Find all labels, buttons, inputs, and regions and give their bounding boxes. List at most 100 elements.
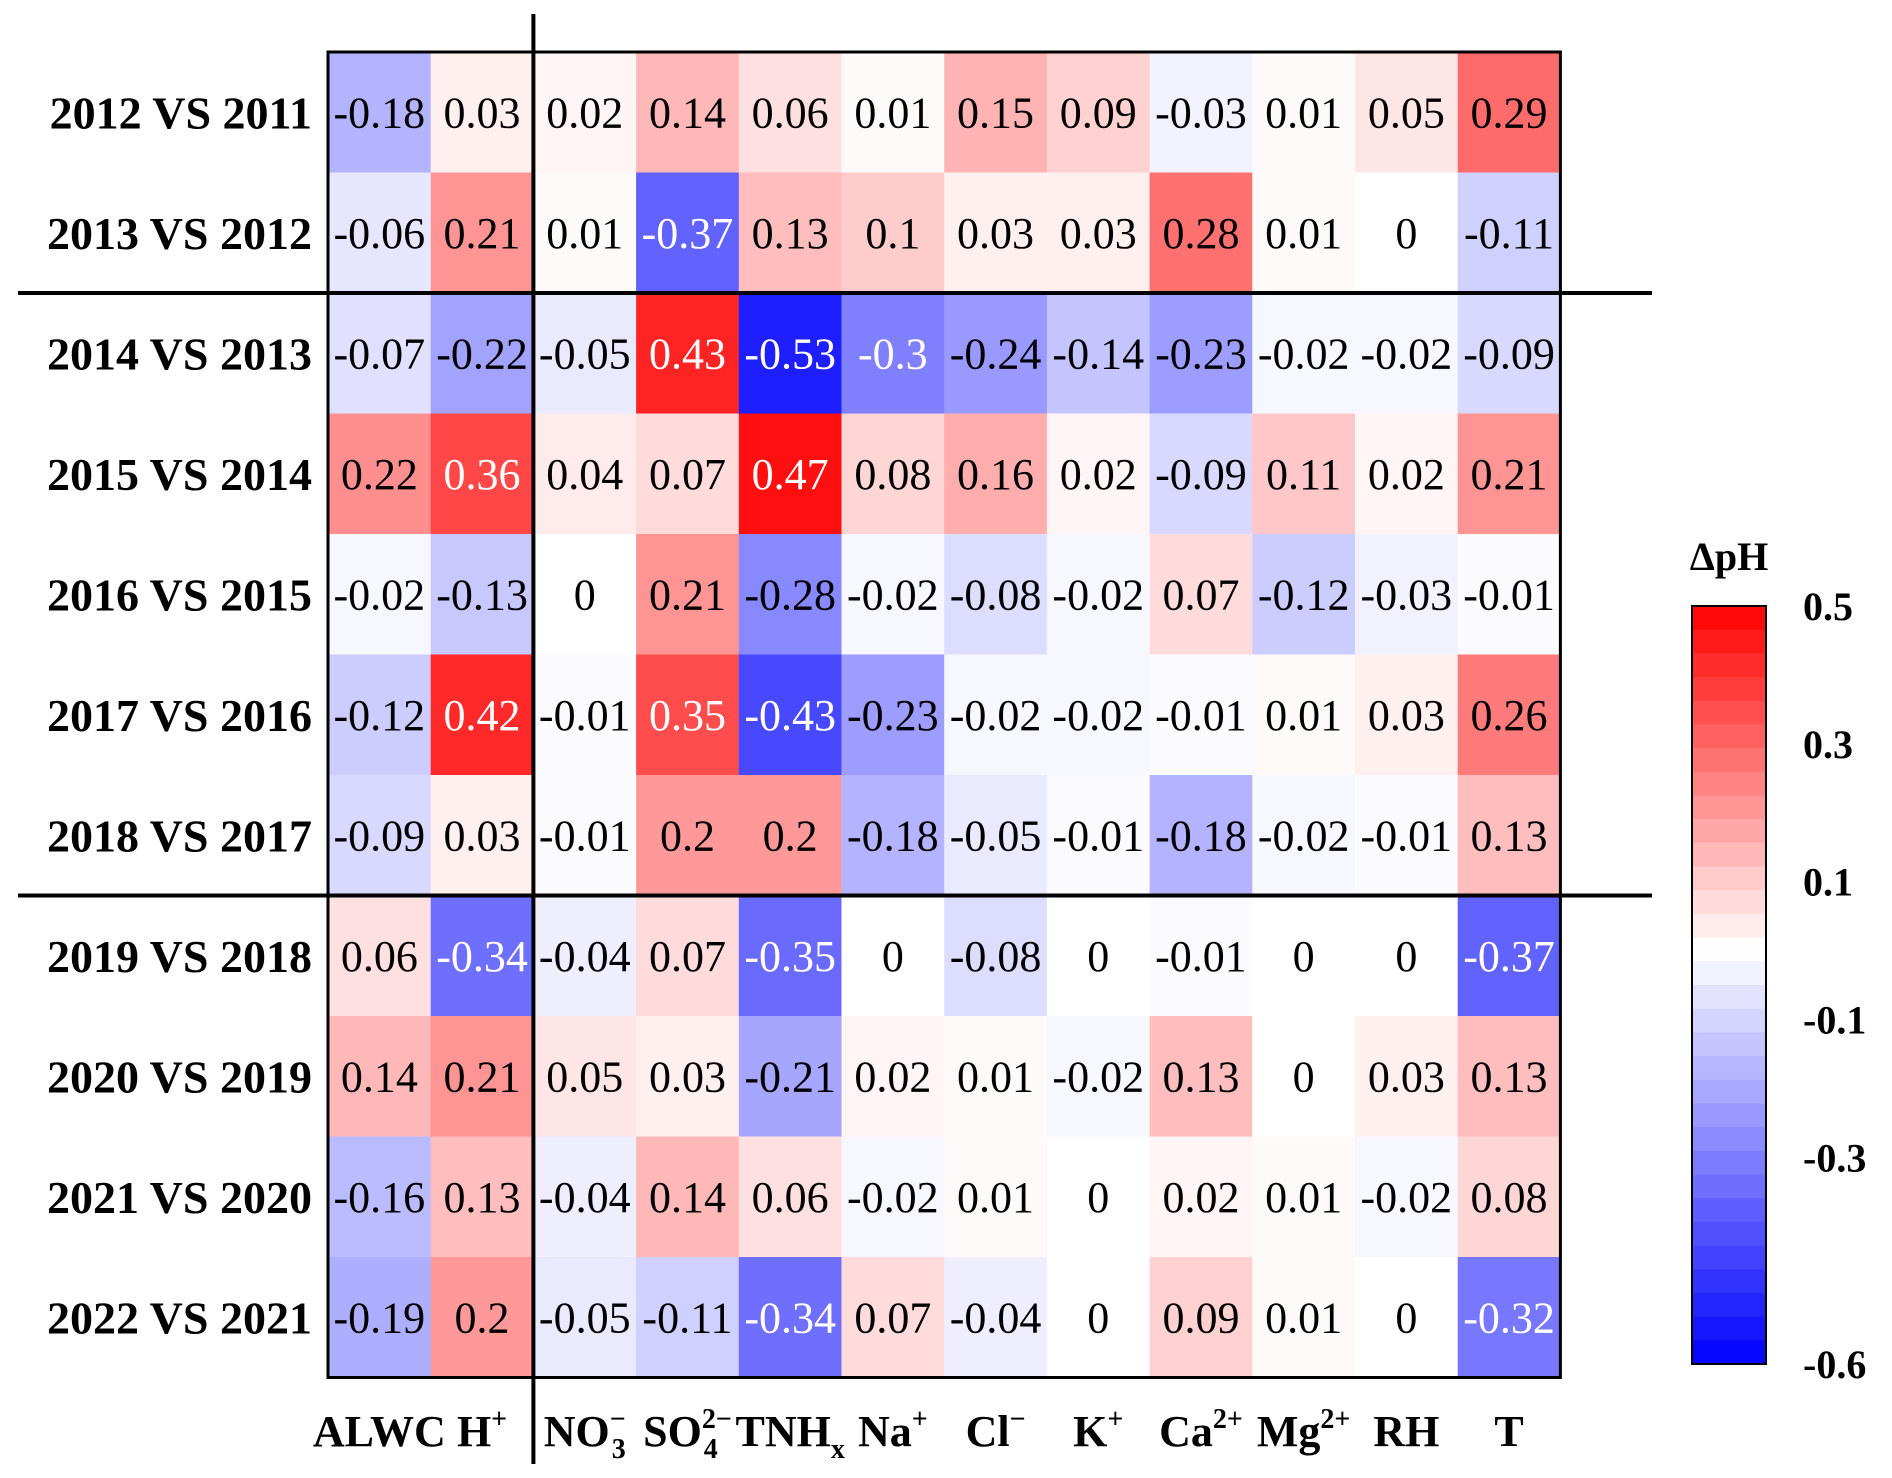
cell-value-label: 0.13 — [1162, 1052, 1239, 1101]
cell-value-label: -0.13 — [436, 570, 528, 619]
heatmap-cell — [738, 654, 843, 776]
cell-value-label: 0.06 — [341, 932, 418, 981]
cell-value-label: 0.04 — [546, 450, 623, 499]
cell-value-label: 0.21 — [649, 570, 726, 619]
heatmap-cell — [1457, 534, 1561, 656]
colorbar-step — [1692, 771, 1766, 797]
cell-value-label: 0.03 — [444, 811, 521, 860]
cell-value-label: -0.11 — [642, 1293, 732, 1342]
heatmap-cell — [1457, 1016, 1561, 1138]
cell-value-label: 0.08 — [854, 450, 931, 499]
cell-value-label: 0 — [1395, 209, 1417, 258]
heatmap-cell — [328, 1016, 432, 1138]
heatmap-cell — [841, 654, 945, 776]
heatmap-cell — [1457, 52, 1561, 174]
cell-value-label: 0.06 — [752, 1173, 829, 1222]
cell-value-label: -0.05 — [539, 329, 631, 378]
colorbar-step — [1692, 653, 1766, 678]
heatmap-cell — [1149, 413, 1253, 535]
colorbar-step — [1692, 1103, 1766, 1128]
heatmap-cell — [1252, 293, 1356, 415]
cell-value-label: -0.01 — [539, 811, 631, 860]
row-label: 2016 VS 2015 — [47, 569, 312, 620]
cell-value-label: 0 — [1293, 1052, 1315, 1101]
cell-value-label: -0.09 — [1155, 450, 1247, 499]
colorbar-tick-label: 0.3 — [1803, 722, 1853, 767]
heatmap-cell — [533, 1136, 637, 1258]
cell-value-label: 0.14 — [341, 1052, 418, 1101]
heatmap-cell — [636, 654, 740, 776]
cell-value-label: -0.21 — [744, 1052, 836, 1101]
cell-value-label: 0.47 — [752, 450, 829, 499]
cell-value-label: 0.03 — [1060, 209, 1137, 258]
heatmap-cell — [636, 52, 740, 174]
cell-value-label: 0.06 — [752, 88, 829, 137]
heatmap-cell — [533, 172, 637, 294]
heatmap-cell — [636, 895, 740, 1017]
heatmap-cell — [1149, 172, 1253, 294]
heatmap-cell — [1046, 293, 1151, 415]
column-label: Ca2+ — [1159, 1404, 1243, 1456]
cell-value-label: 0.22 — [341, 450, 418, 499]
colorbar-ticks: 0.5 0.3 0.1 -0.1 -0.3 -0.6 — [1803, 584, 1866, 1387]
heatmap-cell — [1355, 654, 1459, 776]
cell-value-label: -0.23 — [847, 691, 939, 740]
colorbar-step — [1692, 819, 1766, 844]
row-labels: 2012 VS 2011 2013 VS 2012 2014 VS 2013 2015… — [47, 87, 312, 1343]
cell-value-label: -0.01 — [1463, 570, 1555, 619]
heatmap-cell — [1149, 1136, 1253, 1258]
cell-value-label: -0.01 — [1361, 811, 1453, 860]
colorbar-step — [1692, 677, 1766, 702]
cell-value-label: 0.01 — [1265, 1293, 1342, 1342]
column-label: T — [1494, 1407, 1523, 1456]
cell-value-label: -0.08 — [950, 570, 1042, 619]
cell-value-label: -0.08 — [950, 932, 1042, 981]
colorbar-step — [1692, 1127, 1766, 1152]
cell-value-label: 0.01 — [957, 1052, 1034, 1101]
colorbar-step — [1692, 748, 1766, 773]
heatmap-cell — [738, 895, 843, 1017]
colorbar-step — [1692, 985, 1766, 1010]
heatmap-cell — [1252, 172, 1356, 294]
cell-value-label: -0.04 — [539, 932, 631, 981]
cell-value-label: 0.14 — [649, 1173, 726, 1222]
heatmap-cell — [533, 775, 637, 897]
colorbar-step — [1692, 842, 1766, 868]
heatmap-cell — [1149, 1016, 1253, 1138]
cell-value-label: -0.01 — [539, 691, 631, 740]
heatmap-cell — [1252, 413, 1356, 535]
heatmap-cell — [841, 895, 945, 1017]
heatmap-cell — [533, 895, 637, 1017]
cell-value-label: 0 — [882, 932, 904, 981]
cell-value-label: 0.01 — [957, 1173, 1034, 1222]
cell-value-label: 0.03 — [1368, 1052, 1445, 1101]
row-label: 2018 VS 2017 — [47, 810, 312, 861]
cell-value-label: 0.07 — [1162, 570, 1239, 619]
row-label: 2012 VS 2011 — [50, 87, 312, 138]
cell-value-label: -0.07 — [334, 329, 426, 378]
cell-value-label: 0.13 — [752, 209, 829, 258]
heatmap-cell — [636, 1257, 740, 1379]
heatmap-cell — [328, 413, 432, 535]
colorbar-gradient — [1692, 606, 1766, 1365]
heatmap-cell — [1355, 1016, 1459, 1138]
heatmap-cell — [1457, 775, 1561, 897]
cell-value-label: -0.02 — [847, 1173, 939, 1222]
cell-value-label: -0.18 — [1155, 811, 1247, 860]
cell-value-label: 0.16 — [957, 450, 1034, 499]
heatmap-cell — [636, 1016, 740, 1138]
cell-value-label: -0.32 — [1463, 1293, 1555, 1342]
heatmap-frame — [326, 50, 1562, 1379]
cell-value-label: -0.3 — [858, 329, 928, 378]
heatmap-cell — [430, 1016, 534, 1138]
cell-value-label: -0.04 — [539, 1173, 631, 1222]
cell-value-label: -0.37 — [642, 209, 734, 258]
heatmap-cell — [1355, 1136, 1459, 1258]
heatmap-cell — [1046, 172, 1151, 294]
cell-value-label: 0.14 — [649, 88, 726, 137]
cell-value-label: -0.02 — [847, 570, 939, 619]
cell-value-label: 0.11 — [1266, 450, 1341, 499]
heatmap-cell — [1457, 1257, 1561, 1379]
heatmap-cell — [1355, 52, 1459, 174]
heatmap-cell — [328, 895, 432, 1017]
